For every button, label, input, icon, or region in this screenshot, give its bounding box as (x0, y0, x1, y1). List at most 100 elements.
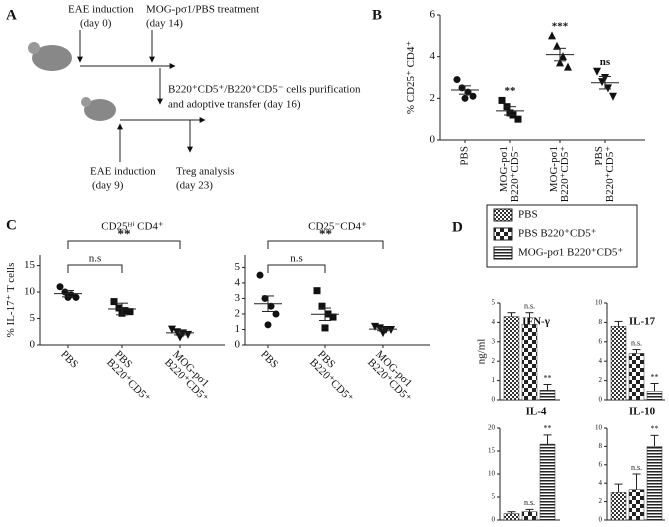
y-tick-label: 4 (430, 50, 436, 62)
data-point (110, 298, 118, 306)
bar (521, 324, 538, 401)
significance-label: ** (651, 424, 659, 433)
significance-label: n.s. (631, 338, 642, 347)
y-tick-label: 5 (492, 299, 496, 307)
y-axis-label: ng/ml (475, 339, 487, 365)
y-tick-label: 2 (492, 357, 496, 365)
x-tick-label: B220⁺CD5⁻ (509, 146, 521, 202)
data-point (553, 41, 561, 50)
data-point (64, 293, 72, 301)
y-tick-label: 6 (599, 337, 603, 345)
data-point (593, 67, 601, 76)
data-point (256, 271, 264, 279)
y-tick-label: 10 (595, 299, 603, 307)
y-axis-label: % CD25⁺ CD4⁺ (405, 41, 417, 115)
y-tick-label: 0 (235, 339, 241, 351)
x-tick-label: B220⁺CD5⁺ (559, 146, 571, 202)
y-tick-label: 4 (235, 276, 241, 288)
data-point (548, 31, 556, 40)
y-tick-label: 1 (235, 323, 241, 335)
bracket (67, 264, 123, 273)
y-tick-label: 6 (599, 460, 603, 468)
y-tick-label: 10 (488, 470, 496, 478)
data-point (609, 92, 617, 101)
step-text: (day 0) (80, 18, 112, 30)
data-point (321, 324, 329, 332)
legend-swatch (493, 208, 513, 222)
bar (539, 443, 556, 521)
y-tick-label: 15 (488, 447, 496, 455)
data-point (272, 310, 280, 318)
data-point (559, 52, 567, 61)
x-tick-label: PBS (593, 146, 605, 166)
mouse-icon (28, 42, 40, 54)
y-tick-label: 0 (492, 516, 496, 524)
significance-label: ** (651, 372, 659, 381)
step-text: (day 14) (146, 18, 183, 30)
data-point (313, 287, 321, 295)
mouse-icon (81, 97, 91, 107)
step-text: EAE induction (68, 4, 134, 16)
step-text: B220⁺CD5⁺/B220⁺CD5⁻ cells purification (168, 84, 361, 96)
chart-title: IL-17 (629, 316, 656, 328)
y-tick-label: 2 (599, 497, 603, 505)
y-tick-label: 0 (430, 134, 436, 146)
bar (628, 489, 645, 521)
y-tick-label: 5 (492, 493, 496, 501)
data-point (461, 94, 469, 102)
data-point (556, 58, 564, 67)
bar (628, 353, 645, 401)
step-text: Treg analysis (176, 166, 235, 178)
y-tick-label: 8 (599, 442, 603, 450)
bracket (267, 264, 326, 273)
y-tick-label: 10 (595, 424, 603, 432)
y-tick-label: 20 (488, 424, 496, 432)
bar (646, 391, 663, 401)
y-tick-label: 2 (599, 376, 603, 384)
bracket-label: n.s (290, 253, 303, 265)
bracket-label: n.s (89, 253, 102, 265)
data-point (598, 78, 606, 87)
legend-swatch (493, 246, 513, 260)
bar (539, 390, 556, 401)
chart-title: IL-4 (526, 406, 547, 418)
data-point (168, 325, 176, 334)
panel-label: C (6, 217, 17, 233)
bar (610, 492, 627, 521)
data-point (318, 302, 326, 310)
legend-label: PBS B220⁺CD5⁺ (518, 228, 597, 240)
y-tick-label: 5 (235, 261, 241, 273)
data-point (564, 62, 572, 71)
chart-title: CD25⁻CD4⁺ (308, 221, 367, 233)
y-tick-label: 10 (24, 286, 36, 298)
data-point (126, 308, 134, 316)
bracket-label: ** (319, 226, 332, 241)
x-tick-label: PBS (459, 146, 471, 166)
bracket-label: ** (118, 226, 131, 241)
x-tick-label: PBS (258, 348, 280, 370)
data-point (72, 293, 80, 301)
data-point (56, 283, 64, 291)
x-tick-label: B220⁺CD5⁺ (604, 146, 616, 202)
bar (610, 326, 627, 401)
legend-label: PBS (518, 209, 538, 221)
data-point (115, 304, 123, 312)
chart-title: CD25ᴴⁱ CD4⁺ (101, 221, 164, 233)
legend-swatch (493, 227, 513, 241)
significance-label: ns (600, 56, 611, 68)
step-text: (day 23) (176, 180, 213, 192)
y-tick-label: 8 (599, 318, 603, 326)
bar (646, 446, 663, 521)
data-point (267, 302, 275, 310)
data-point (176, 333, 184, 342)
panel-label: A (6, 7, 17, 23)
y-tick-label: 0 (599, 396, 603, 404)
x-tick-label: MOG-pσ1 (498, 146, 510, 192)
significance-label: n.s. (524, 302, 535, 311)
step-text: (day 9) (92, 180, 124, 192)
data-point (261, 294, 269, 302)
schematic: EAE induction (day 0) MOG-pσ1/PBS treatm… (28, 4, 361, 192)
bar (503, 316, 520, 401)
y-tick-label: 3 (492, 337, 496, 345)
